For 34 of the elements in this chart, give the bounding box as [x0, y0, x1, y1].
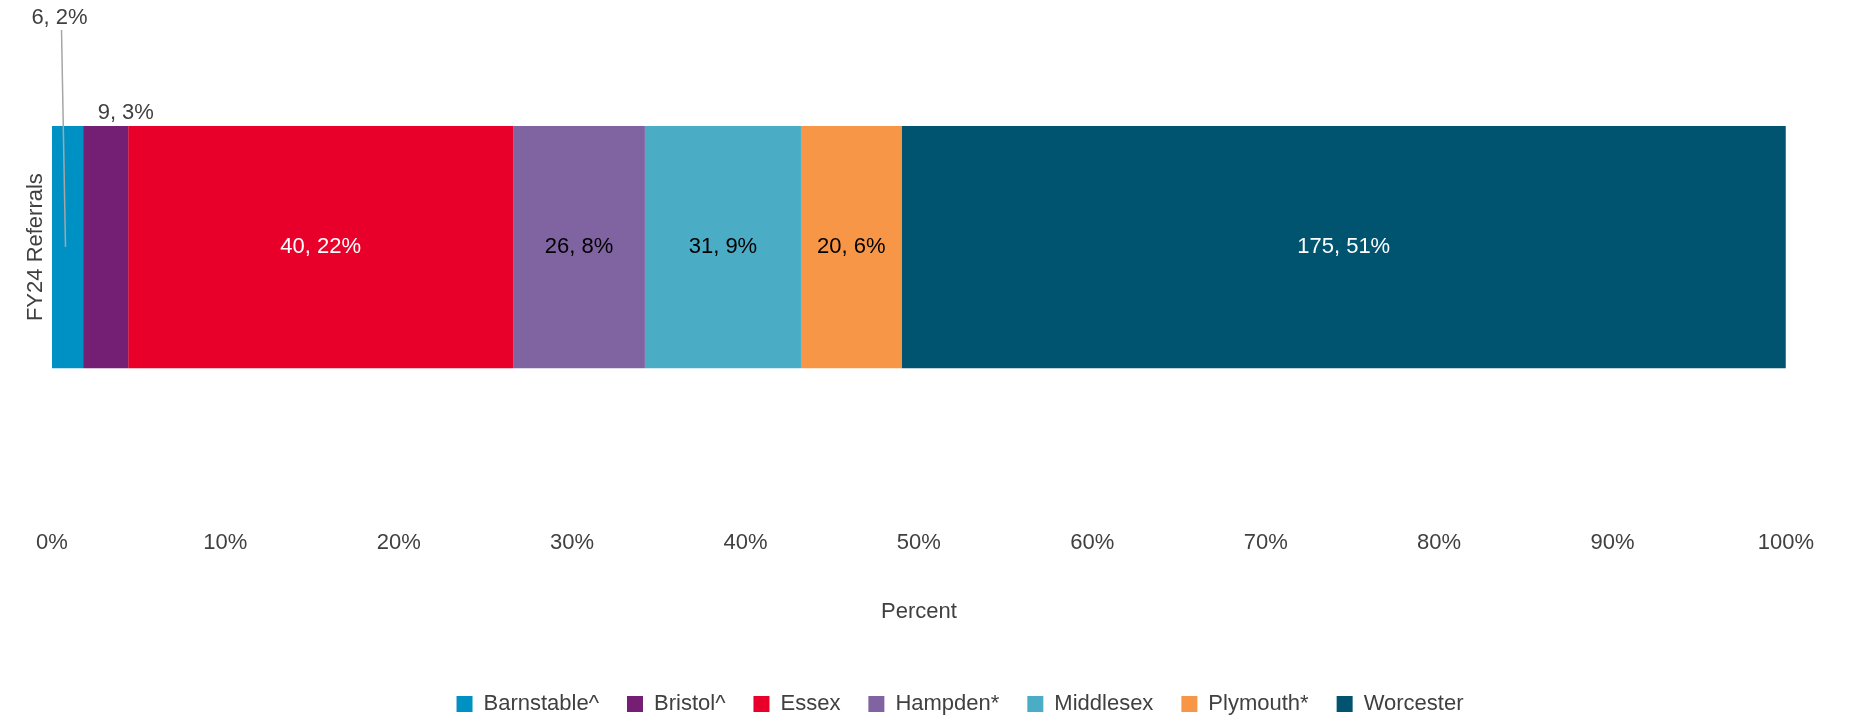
bar: [83, 126, 129, 369]
y-tick-label: FY24 Referrals: [21, 173, 47, 322]
data-label: 26, 8%: [544, 233, 614, 259]
x-tick-label: 10%: [203, 529, 248, 555]
legend-label: Barnstable^: [483, 690, 600, 716]
bar: [513, 126, 645, 369]
bar: [644, 126, 801, 369]
x-tick-label: 70%: [1243, 529, 1288, 555]
x-tick-label: 90%: [1590, 529, 1635, 555]
data-label: 20, 6%: [817, 233, 886, 259]
legend-label: Hampden*: [895, 690, 1000, 716]
x-tick-label: 60%: [1070, 529, 1115, 555]
legend-label: Worcester: [1363, 690, 1464, 716]
x-tick-label: 40%: [723, 529, 768, 555]
data-label: 40, 22%: [280, 233, 362, 259]
data-label: 175, 51%: [1297, 233, 1391, 259]
legend-label: Plymouth*: [1208, 690, 1310, 716]
legend-label: Bristol^: [654, 690, 727, 716]
x-tick-label: 20%: [376, 529, 421, 555]
data-label: 9, 3%: [97, 99, 154, 125]
x-axis-title: Percent: [880, 597, 957, 623]
bar: [800, 126, 902, 369]
bar: [128, 126, 514, 369]
x-tick-label: 0%: [36, 529, 68, 555]
x-tick-label: 50%: [896, 529, 941, 555]
legend-label: Essex: [780, 690, 841, 716]
data-label: 6, 2%: [31, 4, 88, 30]
data-label: 31, 9%: [688, 233, 758, 259]
x-tick-label: 100%: [1757, 529, 1815, 555]
bar: [51, 126, 84, 369]
x-tick-label: 80%: [1417, 529, 1462, 555]
legend-label: Middlesex: [1054, 690, 1154, 716]
x-tick-label: 30%: [550, 529, 595, 555]
bar: [901, 126, 1786, 369]
